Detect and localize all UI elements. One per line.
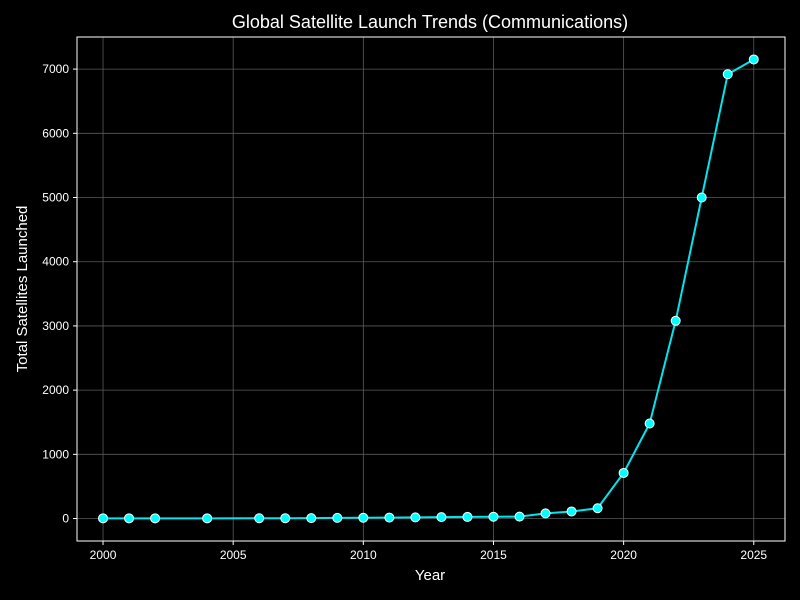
data-markers	[98, 54, 759, 524]
data-point	[618, 467, 629, 478]
data-point	[358, 512, 369, 523]
y-tick-label: 6000	[42, 126, 69, 140]
y-tick-label: 4000	[42, 255, 69, 269]
x-tick-label: 2025	[740, 548, 767, 562]
y-tick-label: 2000	[42, 383, 69, 397]
data-point	[592, 503, 603, 514]
data-point	[514, 511, 525, 522]
data-point	[306, 513, 317, 524]
y-tick-label: 3000	[42, 319, 69, 333]
x-axis-title: Year	[415, 567, 445, 584]
data-point	[696, 192, 707, 203]
data-point	[566, 506, 577, 517]
data-point	[748, 54, 759, 65]
chart-title: Global Satellite Launch Trends (Communic…	[232, 12, 628, 32]
y-axis-title: Total Satellites Launched	[14, 206, 31, 373]
x-tick-label: 2010	[350, 548, 377, 562]
data-point	[280, 513, 291, 524]
data-point	[488, 511, 499, 522]
x-tick-label: 2000	[90, 548, 117, 562]
data-point	[98, 513, 109, 524]
data-point	[254, 513, 265, 524]
data-point	[462, 511, 473, 522]
data-point	[540, 508, 551, 519]
data-point	[332, 512, 343, 523]
y-tick-label: 0	[62, 512, 69, 526]
data-point	[644, 418, 655, 429]
data-point	[202, 513, 213, 524]
x-tick-label: 2005	[220, 548, 247, 562]
data-point	[124, 513, 135, 524]
data-point	[150, 513, 161, 524]
data-point	[436, 512, 447, 523]
data-point	[722, 69, 733, 80]
grid	[77, 37, 785, 541]
plot-area-frame	[76, 36, 786, 542]
y-tick-label: 5000	[42, 191, 69, 205]
data-point	[410, 512, 421, 523]
data-point	[670, 315, 681, 326]
y-tick-label: 7000	[42, 62, 69, 76]
series-line	[103, 58, 755, 520]
axis-ticks: 2000 2005 2010 2015 2020 2025 0 1000 2000 3000 400…	[42, 62, 767, 562]
y-tick-label: 1000	[42, 447, 69, 461]
data-point	[384, 512, 395, 523]
x-tick-label: 2020	[610, 548, 637, 562]
x-tick-label: 2015	[480, 548, 507, 562]
